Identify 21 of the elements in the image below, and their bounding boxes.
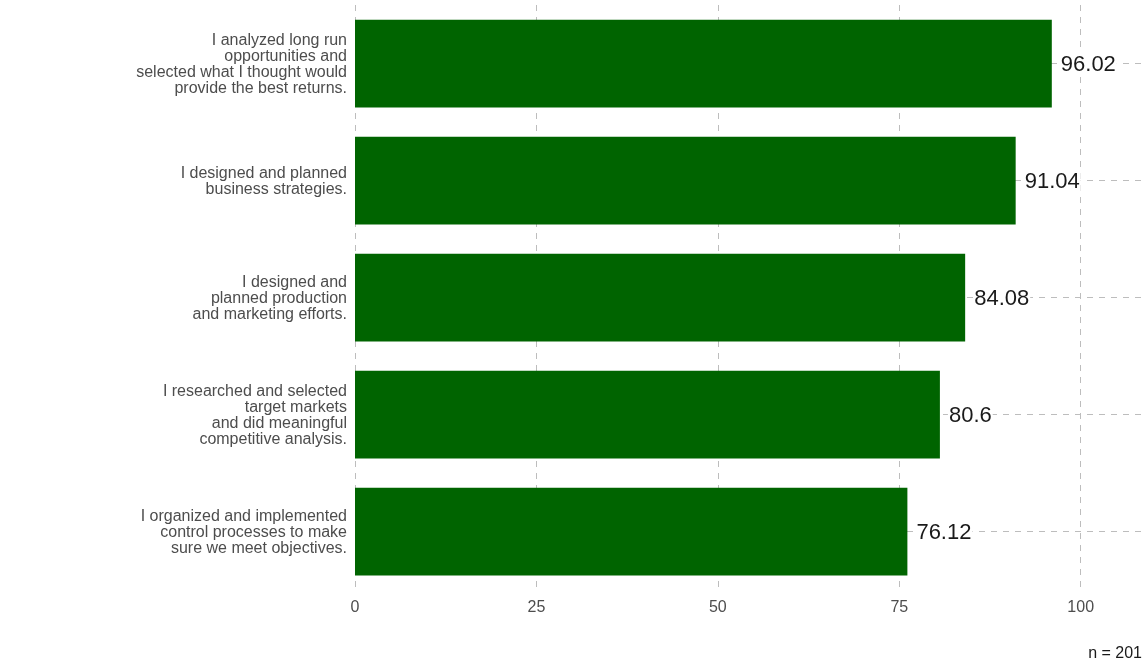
bar (355, 19, 1052, 108)
bar (355, 253, 966, 342)
data-label: 96.02 (1060, 51, 1116, 76)
x-tick-label: 100 (1067, 597, 1095, 615)
y-tick-label: I organized and implemented control processes to make sure we meet objectives. (140, 507, 348, 556)
y-tick-label: I designed and planned business strategies. (180, 164, 347, 197)
data-label: 84.08 (974, 285, 1030, 310)
data-label: 80.6 (948, 402, 992, 427)
bar (355, 136, 1016, 225)
y-tick-label: I analyzed long run opportunities and selected what I thought would provide the best returns. (136, 31, 347, 96)
data-label: 91.04 (1024, 168, 1080, 193)
y-tick-label: I researched and selected target markets and did meaningful competitive analysis. (162, 382, 347, 447)
y-tick-label: I designed and planned production and marketing efforts. (192, 273, 347, 322)
x-tick-label: 50 (708, 597, 727, 615)
x-tick-label: 0 (350, 597, 360, 615)
x-tick-label: 25 (527, 597, 546, 615)
bar (355, 370, 940, 459)
data-label: 76.12 (916, 519, 972, 544)
bar (355, 487, 908, 576)
text: n = 201 (1088, 643, 1143, 661)
x-tick-label: 75 (890, 597, 909, 615)
